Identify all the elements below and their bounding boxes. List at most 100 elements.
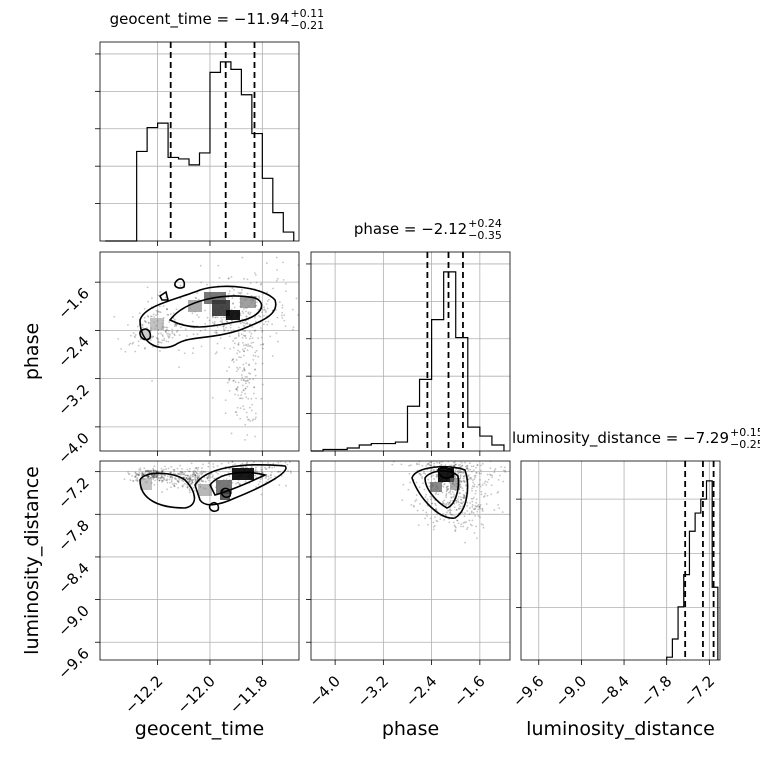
scatter-point: [217, 472, 219, 475]
scatter-point: [191, 473, 194, 476]
density-cell: [226, 310, 240, 320]
density-cell: [198, 484, 212, 496]
scatter-point: [229, 324, 232, 326]
scatter-point: [461, 505, 464, 508]
scatter-point: [260, 468, 263, 471]
scatter-point: [166, 475, 169, 478]
scatter-point: [245, 315, 248, 318]
scatter-point: [249, 345, 252, 347]
scatter-point: [391, 463, 394, 466]
scatter-point: [211, 316, 214, 319]
scatter-point: [274, 475, 277, 478]
scatter-point: [501, 511, 504, 513]
scatter-point: [254, 468, 257, 471]
scatter-point: [150, 474, 153, 477]
scatter-point: [158, 473, 161, 476]
scatter-point: [260, 282, 263, 285]
scatter-point: [261, 459, 263, 461]
scatter-point: [461, 471, 464, 474]
contour-line: [139, 285, 277, 349]
scatter-point: [153, 476, 156, 479]
scatter-point: [155, 337, 158, 339]
scatter-point: [470, 478, 473, 480]
scatter-point: [200, 470, 203, 473]
scatter-point: [161, 470, 164, 472]
tick-label-x: −9.0: [552, 672, 590, 710]
scatter-point: [151, 380, 153, 382]
contour-line: [411, 465, 469, 519]
scatter-point: [246, 434, 249, 436]
scatter-point: [471, 500, 474, 503]
histogram-step: [311, 271, 505, 452]
scatter-point: [136, 473, 139, 475]
scatter-point: [242, 312, 245, 314]
scatter-point: [451, 491, 454, 494]
scatter-point: [249, 282, 252, 284]
scatter-point: [161, 470, 164, 473]
scatter-point: [483, 482, 486, 485]
scatter-point: [196, 478, 199, 480]
scatter-point: [459, 507, 462, 510]
scatter-point: [161, 475, 164, 478]
scatter-point: [248, 372, 250, 375]
scatter-point: [457, 495, 460, 498]
scatter-point: [170, 486, 172, 489]
scatter-point: [179, 326, 182, 329]
scatter-point: [462, 456, 464, 458]
scatter-point: [157, 338, 160, 341]
scatter-point: [415, 481, 418, 484]
scatter-point: [462, 497, 465, 500]
scatter-point: [242, 363, 245, 366]
scatter-point: [192, 475, 195, 478]
scatter-point: [473, 483, 476, 486]
scatter-point: [467, 478, 470, 481]
scatter-point: [240, 291, 243, 294]
scatter-point: [279, 470, 281, 473]
scatter-point: [230, 308, 233, 311]
scatter-point: [443, 483, 445, 486]
scatter-point: [185, 477, 188, 479]
scatter-point: [456, 458, 458, 460]
scatter-point: [241, 376, 244, 379]
scatter-point: [243, 277, 246, 280]
scatter-point: [479, 516, 481, 519]
scatter-point: [241, 369, 244, 372]
scatter-point: [155, 474, 158, 477]
scatter-point: [254, 474, 257, 477]
scatter-point: [211, 321, 214, 324]
scatter-point: [466, 510, 469, 512]
scatter-point: [113, 315, 116, 318]
scatter-point: [194, 470, 197, 473]
scatter-point: [459, 525, 462, 528]
scatter-point: [429, 517, 432, 520]
scatter-point: [228, 379, 231, 382]
scatter-point: [245, 310, 247, 313]
scatter-point: [240, 466, 243, 469]
scatter-point: [159, 341, 161, 344]
scatter-point: [478, 506, 481, 509]
scatter-point: [157, 474, 160, 476]
scatter-point: [169, 334, 171, 336]
scatter-point: [280, 314, 283, 317]
scatter-point: [255, 397, 257, 400]
scatter-point: [426, 523, 429, 526]
scatter-point: [249, 313, 251, 316]
scatter-point: [264, 311, 267, 314]
scatter-point: [172, 317, 175, 320]
scatter-point: [231, 287, 234, 290]
scatter-point: [462, 489, 465, 492]
scatter-point: [228, 292, 230, 295]
tick-label-y: −9.6: [54, 644, 92, 682]
scatter-point: [204, 480, 207, 483]
scatter-point: [194, 478, 197, 481]
scatter-point: [146, 469, 149, 472]
scatter-point: [401, 499, 404, 502]
scatter-point: [194, 474, 196, 477]
scatter-point: [455, 509, 458, 511]
scatter-point: [257, 337, 259, 340]
scatter-points: [391, 456, 507, 544]
scatter-point: [246, 461, 249, 464]
scatter-point: [266, 300, 269, 303]
scatter-point: [466, 467, 469, 470]
scatter-point: [152, 469, 155, 472]
